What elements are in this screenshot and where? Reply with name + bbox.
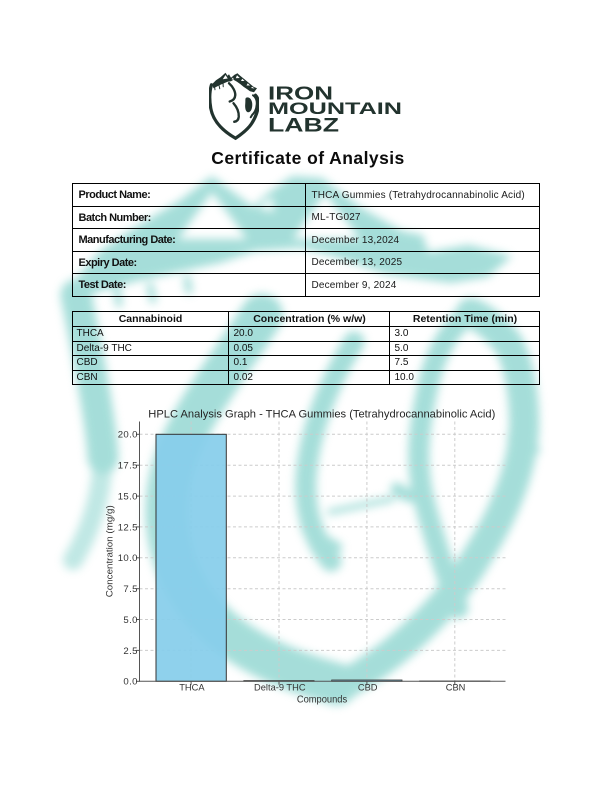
- svg-text:CBN: CBN: [446, 683, 466, 693]
- svg-text:15.0: 15.0: [118, 492, 138, 503]
- svg-text:HPLC Analysis Graph - THCA Gum: HPLC Analysis Graph - THCA Gummies (Tetr…: [148, 409, 495, 421]
- svg-text:Compounds: Compounds: [297, 694, 347, 705]
- svg-text:IRON: IRON: [268, 83, 333, 103]
- svg-text:10.0: 10.0: [118, 553, 138, 564]
- svg-text:Delta-9 THC: Delta-9 THC: [254, 683, 306, 693]
- svg-text:Concentration (mg/g): Concentration (mg/g): [105, 505, 116, 597]
- svg-text:2.5: 2.5: [123, 646, 137, 657]
- svg-text:17.5: 17.5: [118, 461, 138, 472]
- svg-text:MOUNTAIN: MOUNTAIN: [268, 99, 402, 118]
- svg-text:20.0: 20.0: [118, 430, 138, 441]
- svg-text:5.0: 5.0: [123, 615, 137, 626]
- svg-text:THCA: THCA: [179, 683, 205, 693]
- svg-text:12.5: 12.5: [118, 522, 138, 533]
- svg-text:CBD: CBD: [358, 683, 378, 693]
- svg-text:0.0: 0.0: [123, 677, 137, 688]
- svg-text:7.5: 7.5: [123, 584, 137, 595]
- svg-text:LABZ: LABZ: [268, 116, 340, 136]
